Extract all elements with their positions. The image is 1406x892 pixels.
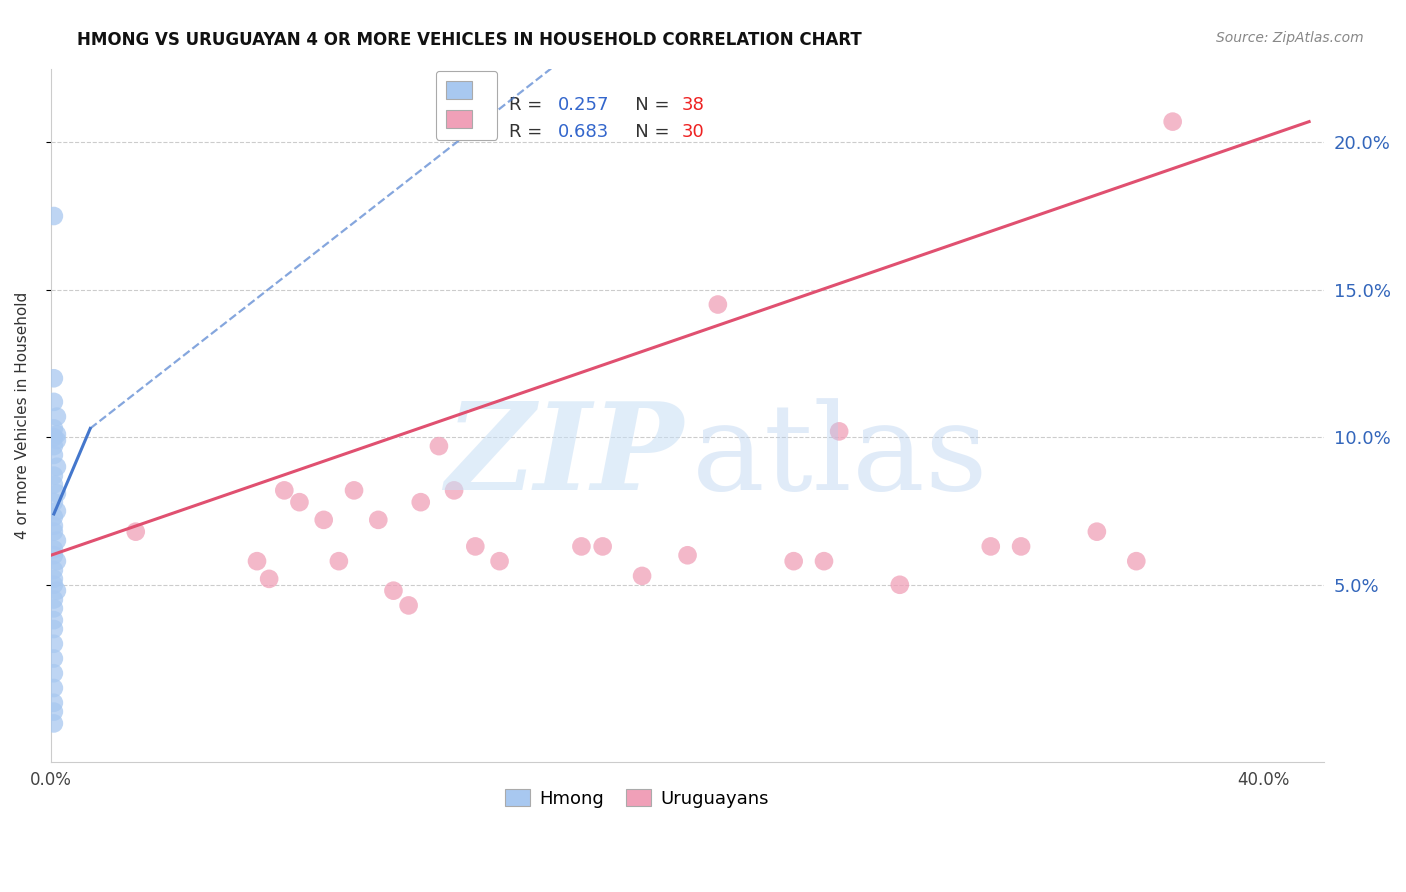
Point [631,569,654,583]
Text: N =: N = [617,123,675,141]
Point [45,459,67,474]
Text: atlas: atlas [692,399,988,516]
Point [42,563,65,577]
Point [45,486,67,500]
Point [42,468,65,483]
Point [427,439,450,453]
Point [42,572,65,586]
Text: ZIP: ZIP [446,398,683,516]
Point [1085,524,1108,539]
Point [42,592,65,607]
Point [980,540,1002,554]
Point [42,681,65,695]
Point [125,524,148,539]
Point [45,533,67,548]
Text: HMONG VS URUGUAYAN 4 OR MORE VEHICLES IN HOUSEHOLD CORRELATION CHART: HMONG VS URUGUAYAN 4 OR MORE VEHICLES IN… [77,31,862,49]
Point [42,448,65,462]
Point [273,483,295,498]
Point [42,696,65,710]
Text: 30: 30 [681,123,704,141]
Point [398,599,420,613]
Point [42,637,65,651]
Point [328,554,350,568]
Point [676,549,699,563]
Point [42,495,65,509]
Point [42,524,65,539]
Point [42,421,65,435]
Point [343,483,366,498]
Point [45,504,67,518]
Point [42,371,65,385]
Point [42,578,65,592]
Text: 0.683: 0.683 [558,123,609,141]
Text: R =: R = [509,123,548,141]
Text: 38: 38 [681,95,704,113]
Point [42,601,65,615]
Point [42,542,65,557]
Point [571,540,593,554]
Point [1161,114,1184,128]
Point [257,572,280,586]
Point [1010,540,1032,554]
Point [592,540,614,554]
Point [45,554,67,568]
Text: R =: R = [509,95,548,113]
Point [42,622,65,636]
Point [246,554,269,568]
Point [42,209,65,223]
Point [45,427,67,442]
Point [813,554,835,568]
Point [42,439,65,453]
Point [288,495,311,509]
Text: N =: N = [617,95,675,113]
Point [42,666,65,681]
Point [488,554,510,568]
Point [42,518,65,533]
Point [42,477,65,491]
Text: 0.257: 0.257 [558,95,609,113]
Point [889,578,911,592]
Point [782,554,804,568]
Point [42,613,65,627]
Point [1125,554,1147,568]
Point [42,651,65,665]
Point [42,549,65,563]
Point [367,513,389,527]
Point [45,434,67,448]
Point [409,495,432,509]
Point [382,583,405,598]
Point [707,297,730,311]
Point [42,395,65,409]
Point [45,583,67,598]
Point [312,513,335,527]
Point [45,409,67,424]
Point [42,430,65,444]
Y-axis label: 4 or more Vehicles in Household: 4 or more Vehicles in Household [15,292,30,539]
Legend: Hmong, Uruguayans: Hmong, Uruguayans [498,782,776,815]
Point [464,540,486,554]
Point [42,716,65,731]
Point [828,425,851,439]
Text: Source: ZipAtlas.com: Source: ZipAtlas.com [1216,31,1364,45]
Point [42,705,65,719]
Point [42,510,65,524]
Point [443,483,465,498]
